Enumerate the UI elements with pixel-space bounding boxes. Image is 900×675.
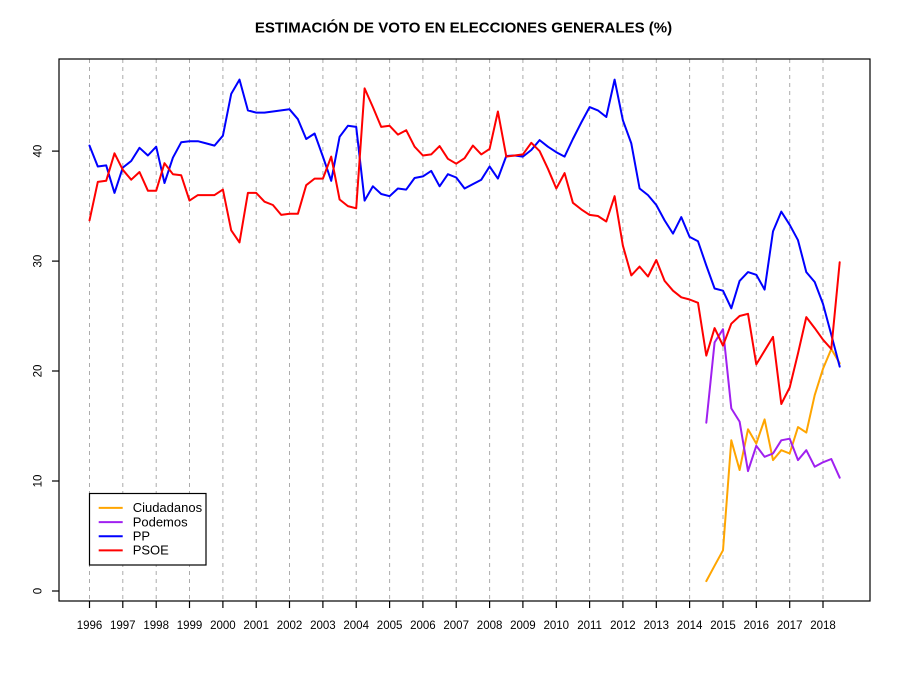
svg-text:1998: 1998 <box>143 620 169 632</box>
svg-text:Podemos: Podemos <box>133 514 188 529</box>
svg-text:2013: 2013 <box>644 620 670 632</box>
svg-text:2000: 2000 <box>210 620 236 632</box>
svg-text:2014: 2014 <box>677 620 703 632</box>
svg-text:2018: 2018 <box>810 620 836 632</box>
svg-text:30: 30 <box>33 255 45 268</box>
svg-text:0: 0 <box>33 588 45 594</box>
svg-text:2007: 2007 <box>443 620 469 632</box>
svg-text:2012: 2012 <box>610 620 636 632</box>
svg-text:1999: 1999 <box>177 620 203 632</box>
svg-text:Ciudadanos: Ciudadanos <box>133 500 203 515</box>
svg-text:2015: 2015 <box>710 620 736 632</box>
svg-text:40: 40 <box>33 145 45 158</box>
svg-text:2010: 2010 <box>544 620 570 632</box>
svg-text:ESTIMACIÓN DE VOTO EN ELECCION: ESTIMACIÓN DE VOTO EN ELECCIONES GENERAL… <box>255 19 672 37</box>
svg-text:2009: 2009 <box>510 620 536 632</box>
svg-text:PP: PP <box>133 529 150 544</box>
svg-text:10: 10 <box>33 475 45 488</box>
svg-text:2008: 2008 <box>477 620 503 632</box>
svg-text:2016: 2016 <box>744 620 770 632</box>
svg-text:2006: 2006 <box>410 620 436 632</box>
svg-text:2003: 2003 <box>310 620 336 632</box>
svg-text:2001: 2001 <box>243 620 269 632</box>
svg-text:1997: 1997 <box>110 620 136 632</box>
svg-text:2017: 2017 <box>777 620 803 632</box>
svg-text:20: 20 <box>33 365 45 378</box>
svg-text:2005: 2005 <box>377 620 403 632</box>
svg-text:PSOE: PSOE <box>133 543 169 558</box>
svg-text:2002: 2002 <box>277 620 303 632</box>
svg-text:1996: 1996 <box>77 620 103 632</box>
svg-text:2004: 2004 <box>343 620 369 632</box>
svg-text:2011: 2011 <box>577 620 602 632</box>
